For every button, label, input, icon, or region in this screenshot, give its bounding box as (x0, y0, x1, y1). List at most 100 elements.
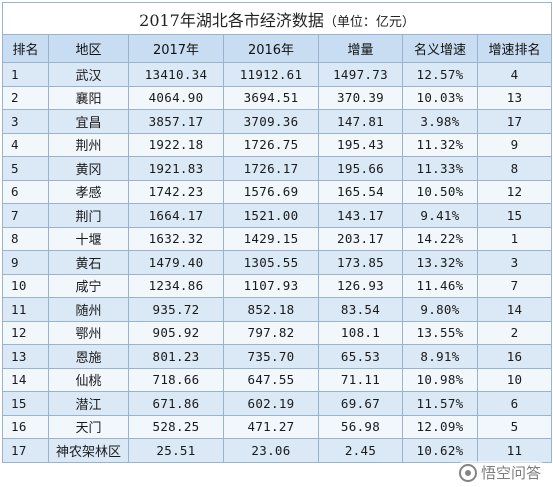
cell-rank: 10 (2, 273, 49, 298)
cell-growth-rank: 7 (476, 273, 553, 298)
cell-increase: 195.66 (318, 156, 403, 181)
cell-increase: 203.17 (318, 226, 403, 251)
cell-region: 襄阳 (48, 85, 129, 110)
cell-region: 武汉 (48, 62, 129, 87)
cell-growth-rate: 10.62% (402, 438, 478, 463)
cell-growth-rate: 14.22% (402, 226, 478, 251)
cell-growth-rate: 13.32% (402, 250, 478, 275)
cell-growth-rank: 3 (476, 250, 553, 275)
cell-growth-rank: 16 (476, 344, 553, 369)
cell-increase: 173.85 (318, 250, 403, 275)
cell-region: 荆州 (48, 132, 129, 157)
cell-increase: 195.43 (318, 132, 403, 157)
cell-2017: 1922.18 (128, 132, 224, 157)
cell-2016: 1521.00 (223, 203, 319, 228)
cell-2017: 528.25 (128, 414, 224, 439)
cell-region: 仙桃 (48, 367, 129, 392)
cell-increase: 65.53 (318, 344, 403, 369)
cell-2017: 1921.83 (128, 156, 224, 181)
table-row: 9 黄石 1479.40 1305.55 173.85 13.32% 3 (2, 250, 553, 275)
cell-2016: 1305.55 (223, 250, 319, 275)
cell-2016: 1576.69 (223, 179, 319, 204)
table-row: 17 神农架林区 25.51 23.06 2.45 10.62% 11 (2, 438, 553, 463)
cell-growth-rank: 8 (476, 156, 553, 181)
cell-rank: 14 (2, 367, 49, 392)
cell-2016: 11912.61 (223, 62, 319, 87)
cell-growth-rank: 12 (476, 179, 553, 204)
cell-2016: 852.18 (223, 297, 319, 322)
watermark-text: 悟空问答 (480, 464, 541, 482)
cell-2017: 1664.17 (128, 203, 224, 228)
wukong-logo-icon (458, 463, 477, 482)
cell-growth-rate: 12.09% (402, 414, 478, 439)
cell-2016: 1726.75 (223, 132, 319, 157)
cell-region: 恩施 (48, 344, 129, 369)
watermark: 悟空问答 (455, 461, 547, 484)
table-row: 14 仙桃 718.66 647.55 71.11 10.98% 10 (2, 367, 553, 392)
cell-growth-rank: 1 (476, 226, 553, 251)
cell-growth-rate: 9.41% (402, 203, 478, 228)
cell-2016: 735.70 (223, 344, 319, 369)
cell-growth-rate: 10.03% (402, 85, 478, 110)
cell-increase: 1497.73 (318, 62, 403, 87)
header-rank: 排名 (2, 34, 49, 63)
cell-2016: 1107.93 (223, 273, 319, 298)
cell-2016: 602.19 (223, 391, 319, 416)
table-row: 6 孝感 1742.23 1576.69 165.54 10.50% 12 (2, 179, 553, 204)
cell-growth-rank: 13 (476, 85, 553, 110)
table-row: 5 黄冈 1921.83 1726.17 195.66 11.33% 8 (2, 156, 553, 181)
cell-growth-rate: 10.98% (402, 367, 478, 392)
table-row: 16 天门 528.25 471.27 56.98 12.09% 5 (2, 414, 553, 439)
header-2017: 2017年 (128, 34, 224, 63)
cell-2017: 13410.34 (128, 62, 224, 87)
cell-2017: 718.66 (128, 367, 224, 392)
cell-growth-rank: 6 (476, 391, 553, 416)
header-growth-rank: 增速排名 (476, 34, 553, 63)
cell-rank: 8 (2, 226, 49, 251)
cell-growth-rate: 11.46% (402, 273, 478, 298)
table-body: 1 武汉 13410.34 11912.61 1497.73 12.57% 4 2 襄阳 4064… (2, 62, 553, 463)
cell-increase: 143.17 (318, 203, 403, 228)
table-row: 12 鄂州 905.92 797.82 108.1 13.55% 2 (2, 320, 553, 345)
table-row: 8 十堰 1632.32 1429.15 203.17 14.22% 1 (2, 226, 553, 251)
cell-region: 神农架林区 (48, 438, 129, 463)
cell-region: 鄂州 (48, 320, 129, 345)
header-region: 地区 (48, 34, 129, 63)
table-row: 15 潜江 671.86 602.19 69.67 11.57% 6 (2, 391, 553, 416)
header-growth-rate: 名义增速 (402, 34, 478, 63)
cell-growth-rate: 13.55% (402, 320, 478, 345)
cell-2017: 671.86 (128, 391, 224, 416)
cell-2017: 935.72 (128, 297, 224, 322)
cell-2016: 1726.17 (223, 156, 319, 181)
cell-growth-rate: 10.50% (402, 179, 478, 204)
table-row: 4 荆州 1922.18 1726.75 195.43 11.32% 9 (2, 132, 553, 157)
header-2016: 2016年 (223, 34, 319, 63)
cell-increase: 69.67 (318, 391, 403, 416)
cell-region: 十堰 (48, 226, 129, 251)
cell-rank: 17 (2, 438, 49, 463)
cell-growth-rank: 2 (476, 320, 553, 345)
cell-2016: 647.55 (223, 367, 319, 392)
cell-rank: 2 (2, 85, 49, 110)
cell-region: 随州 (48, 297, 129, 322)
cell-region: 孝感 (48, 179, 129, 204)
cell-growth-rank: 17 (476, 109, 553, 134)
cell-2017: 1234.86 (128, 273, 224, 298)
cell-2017: 1632.32 (128, 226, 224, 251)
cell-rank: 11 (2, 297, 49, 322)
cell-increase: 165.54 (318, 179, 403, 204)
cell-growth-rank: 11 (476, 438, 553, 463)
cell-2016: 1429.15 (223, 226, 319, 251)
cell-rank: 6 (2, 179, 49, 204)
cell-rank: 5 (2, 156, 49, 181)
table-title: 2017年湖北各市经济数据（单位：亿元） (1, 2, 553, 35)
cell-growth-rate: 11.32% (402, 132, 478, 157)
table-title-text: 2017年湖北各市经济数据 (139, 10, 324, 30)
cell-region: 宜昌 (48, 109, 129, 134)
cell-growth-rate: 3.98% (402, 109, 478, 134)
cell-increase: 2.45 (318, 438, 403, 463)
cell-rank: 9 (2, 250, 49, 275)
table-row: 1 武汉 13410.34 11912.61 1497.73 12.57% 4 (2, 62, 553, 87)
cell-rank: 15 (2, 391, 49, 416)
cell-region: 黄冈 (48, 156, 129, 181)
